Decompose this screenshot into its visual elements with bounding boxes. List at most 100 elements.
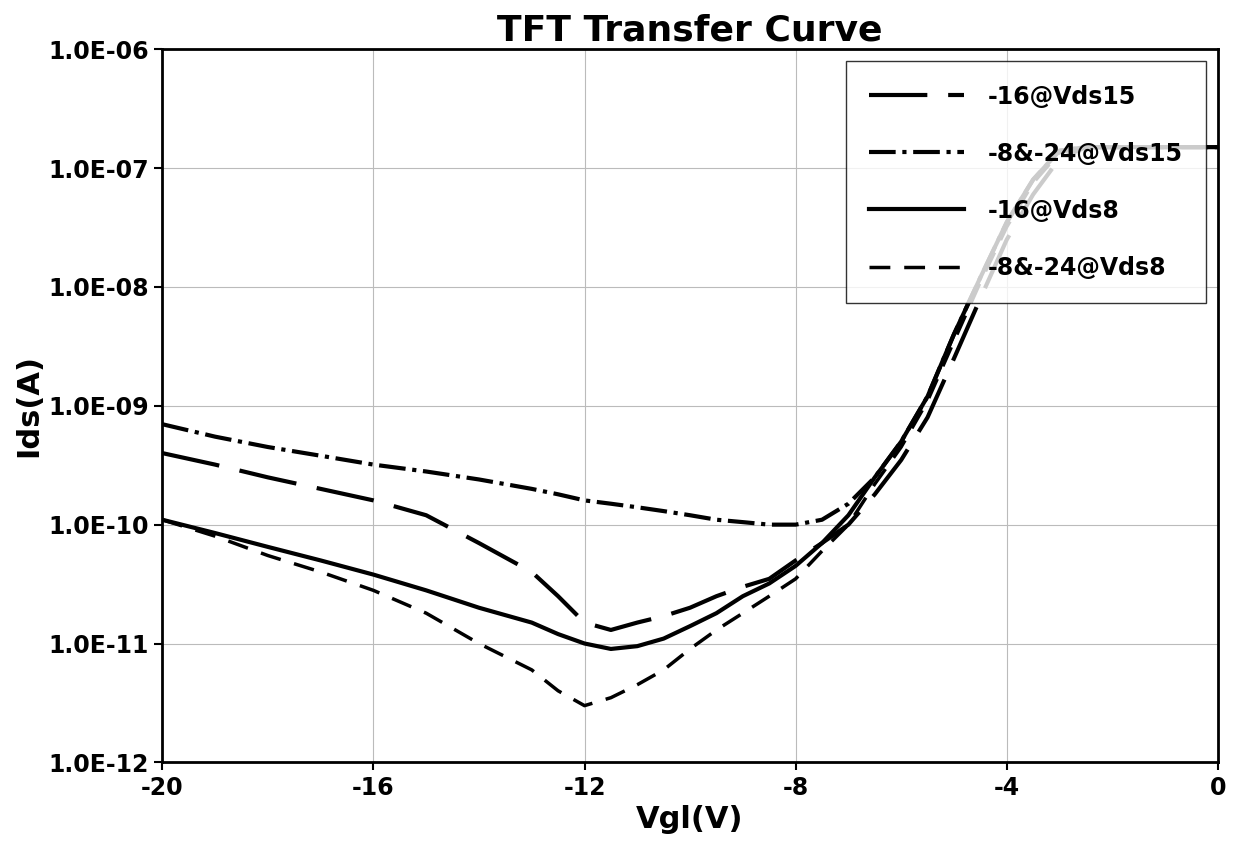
Line: -8&-24@Vds8: -8&-24@Vds8 [162,148,1218,706]
-8&-24@Vds15 [999,217,1014,227]
-16@Vds8 [525,617,539,628]
-16@Vds15 [999,235,1014,245]
-8&-24@Vds8 [1184,142,1199,153]
-8&-24@Vds8 [471,639,486,649]
-16@Vds8 [366,570,381,580]
-16@Vds8 [867,472,882,483]
-16@Vds15 [630,617,645,628]
-16@Vds8 [314,555,329,566]
-16@Vds8 [789,561,804,571]
-8&-24@Vds8 [155,515,170,525]
-8&-24@Vds15 [1131,142,1146,153]
-16@Vds15 [920,412,935,422]
-16@Vds8 [1079,142,1094,153]
-16@Vds8 [946,329,961,339]
-8&-24@Vds15 [260,442,275,452]
-8&-24@Vds15 [973,272,988,282]
-8&-24@Vds8 [735,608,750,618]
-8&-24@Vds15 [656,506,671,516]
-16@Vds8 [920,391,935,401]
-8&-24@Vds15 [1079,142,1094,153]
-8&-24@Vds15 [207,432,222,442]
-8&-24@Vds15 [1105,142,1120,153]
-16@Vds15 [867,489,882,499]
Legend: -16@Vds15, -8&-24@Vds15, -16@Vds8, -8&-24@Vds8: -16@Vds15, -8&-24@Vds15, -16@Vds8, -8&-2… [846,61,1207,304]
-8&-24@Vds15 [709,515,724,525]
-16@Vds8 [973,272,988,282]
-8&-24@Vds8 [551,686,565,696]
Line: -16@Vds8: -16@Vds8 [162,148,1218,649]
-16@Vds15 [551,591,565,601]
-16@Vds15 [946,354,961,364]
-16@Vds15 [815,538,830,548]
-16@Vds15 [1158,142,1173,153]
-8&-24@Vds8 [1158,142,1173,153]
-16@Vds8 [1052,146,1066,156]
-16@Vds8 [1158,142,1173,153]
-8&-24@Vds15 [946,329,961,339]
-16@Vds15 [1210,142,1225,153]
-8&-24@Vds15 [1025,175,1040,185]
-8&-24@Vds8 [1131,142,1146,153]
-8&-24@Vds8 [1105,142,1120,153]
-16@Vds8 [735,591,750,601]
-16@Vds8 [815,538,830,548]
-8&-24@Vds15 [1184,142,1199,153]
-16@Vds15 [525,566,539,577]
-8&-24@Vds8 [761,591,776,601]
-8&-24@Vds8 [946,336,961,346]
-16@Vds8 [894,437,909,447]
-16@Vds15 [973,293,988,304]
-8&-24@Vds8 [207,531,222,541]
-8&-24@Vds8 [867,479,882,489]
-8&-24@Vds8 [709,625,724,635]
-16@Vds15 [419,510,434,521]
Line: -16@Vds15: -16@Vds15 [162,148,1218,630]
-16@Vds15 [260,472,275,483]
-8&-24@Vds15 [525,483,539,494]
-16@Vds8 [709,608,724,618]
-8&-24@Vds8 [841,520,856,530]
-16@Vds15 [366,495,381,505]
-16@Vds8 [577,639,591,649]
-8&-24@Vds8 [604,693,619,703]
-16@Vds8 [419,585,434,595]
-8&-24@Vds15 [894,437,909,447]
-16@Vds8 [1105,142,1120,153]
-16@Vds15 [1131,142,1146,153]
-16@Vds15 [1025,189,1040,199]
-8&-24@Vds8 [1052,148,1066,158]
-8&-24@Vds8 [894,442,909,452]
-8&-24@Vds8 [577,700,591,711]
-8&-24@Vds8 [630,679,645,689]
Title: TFT Transfer Curve: TFT Transfer Curve [497,14,883,47]
-16@Vds15 [471,538,486,548]
-16@Vds8 [1131,142,1146,153]
-8&-24@Vds15 [789,520,804,530]
-8&-24@Vds8 [683,644,698,654]
-16@Vds8 [1210,142,1225,153]
-8&-24@Vds15 [735,517,750,527]
-8&-24@Vds15 [920,391,935,401]
-8&-24@Vds15 [551,489,565,499]
-8&-24@Vds15 [630,502,645,512]
-16@Vds8 [683,621,698,631]
-16@Vds15 [155,448,170,458]
-16@Vds15 [577,617,591,628]
-16@Vds15 [841,520,856,530]
-8&-24@Vds15 [155,419,170,429]
-16@Vds8 [260,542,275,552]
-8&-24@Vds15 [471,474,486,484]
-8&-24@Vds8 [1025,178,1040,188]
-16@Vds15 [709,591,724,601]
X-axis label: Vgl(V): Vgl(V) [636,805,744,834]
Y-axis label: Ids(A): Ids(A) [14,354,43,457]
-16@Vds8 [155,515,170,525]
-16@Vds15 [683,603,698,613]
-8&-24@Vds15 [1052,146,1066,156]
-8&-24@Vds15 [761,520,776,530]
-8&-24@Vds8 [260,550,275,561]
-8&-24@Vds8 [920,396,935,406]
-16@Vds8 [656,633,671,644]
-16@Vds15 [1184,142,1199,153]
